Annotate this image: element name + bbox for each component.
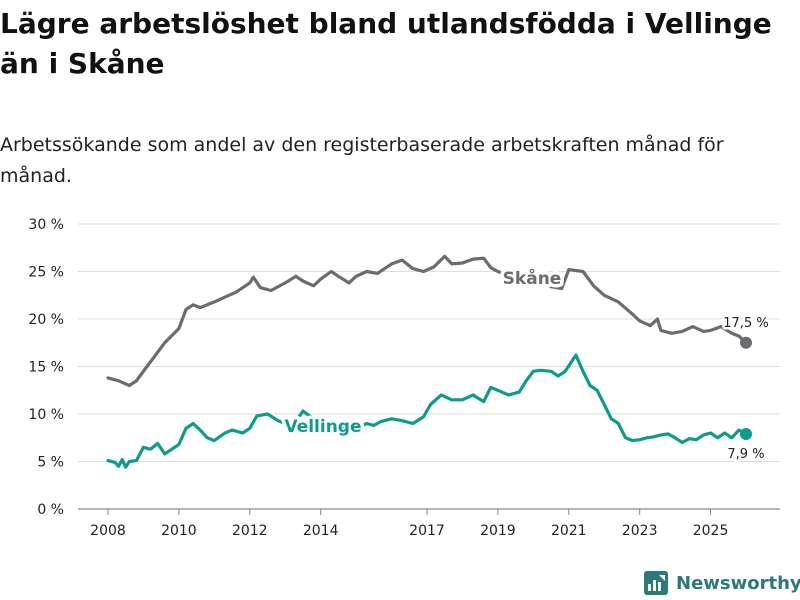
x-tick-label: 2021 — [551, 523, 587, 539]
series-label-vellinge: Vellinge — [284, 417, 361, 437]
y-axis-ticks: 0 % 5 % 10 % 15 % 20 % 25 % 30 % — [28, 217, 64, 518]
x-tick-label: 2019 — [480, 523, 516, 539]
x-tick-label: 2025 — [693, 523, 729, 539]
newsworthy-logo-icon — [644, 571, 668, 595]
y-tick-label: 25 % — [28, 265, 64, 281]
x-tick-label: 2008 — [90, 523, 126, 539]
x-tick-label: 2014 — [303, 523, 339, 539]
y-tick-label: 0 % — [37, 502, 64, 518]
end-value-label: 7,9 % — [727, 447, 764, 462]
end-point-skne — [740, 336, 752, 349]
x-axis-ticks: 2008 2010 2012 2014 2017 2019 2021 2023 2025 — [90, 509, 728, 539]
x-tick-label: 2017 — [409, 523, 445, 539]
series-label-halo: Skåne — [503, 267, 562, 289]
series-label-halo: Vellinge — [284, 417, 361, 437]
x-tick-label: 2010 — [161, 523, 197, 539]
series-lines — [106, 254, 752, 469]
y-tick-label: 30 % — [28, 217, 64, 233]
chart-title: Lägre arbetslöshet bland utlandsfödda i … — [0, 7, 772, 80]
series-line-skne — [106, 254, 748, 388]
newsworthy-logo-text: Newsworthy — [676, 572, 800, 594]
gridlines — [78, 223, 780, 510]
series-line-vellinge — [106, 353, 748, 469]
y-tick-label: 20 % — [28, 312, 64, 328]
end-value-halo: 7,9 % — [727, 447, 764, 462]
line-chart: 0 %5 %10 %15 %20 %25 %30 % 2008 2010 2012 2… — [28, 217, 780, 539]
end-value-label: 17,5 % — [723, 316, 768, 331]
series-label-skne: Skåne — [503, 267, 562, 289]
y-tick-label: 15 % — [28, 360, 64, 376]
newsworthy-logo[interactable]: Newsworthy — [644, 568, 800, 598]
end-point-vellinge — [740, 427, 752, 440]
y-tick-label: 5 % — [37, 455, 64, 471]
end-value-halo: 17,5 % — [723, 316, 768, 331]
x-tick-label: 2023 — [622, 523, 658, 539]
x-tick-label: 2012 — [232, 523, 268, 539]
y-tick-label: 10 % — [28, 407, 64, 423]
chart-subtitle: Arbetssökande som andel av den registerb… — [0, 134, 724, 187]
